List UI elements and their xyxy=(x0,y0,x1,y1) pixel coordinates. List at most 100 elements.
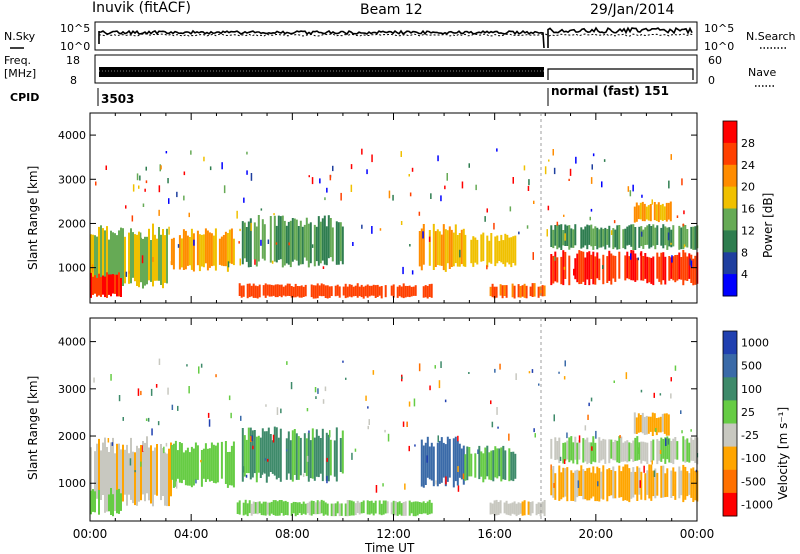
nsky-ytick-bottom: 10^0 xyxy=(60,40,90,53)
heatmap-speckle xyxy=(494,368,496,373)
heatmap-cell xyxy=(582,229,585,248)
heatmap-cell xyxy=(572,472,575,501)
heatmap-cell xyxy=(650,226,653,248)
heatmap-speckle xyxy=(351,452,353,460)
heatmap-cell xyxy=(562,442,565,464)
heatmap-speckle xyxy=(402,421,405,427)
heatmap-cell xyxy=(632,224,635,250)
heatmap-cell xyxy=(550,438,553,459)
heatmap-cell xyxy=(247,221,250,268)
heatmap-cell xyxy=(236,502,239,514)
heatmap-cell xyxy=(462,445,465,485)
heatmap-cell xyxy=(292,286,295,298)
heatmap-cell xyxy=(533,283,536,297)
heatmap-speckle xyxy=(250,173,253,181)
heatmap-cell xyxy=(154,447,156,495)
heatmap-cell xyxy=(408,285,411,298)
heatmap-cell xyxy=(424,285,427,298)
heatmap-cell xyxy=(570,470,573,501)
heatmap-cell xyxy=(554,437,557,460)
heatmap-cell xyxy=(291,430,294,482)
colorbar-tick-label: 12 xyxy=(741,224,755,237)
heatmap-cell xyxy=(270,501,273,514)
heatmap-cell xyxy=(410,502,413,514)
heatmap-speckle xyxy=(276,407,279,415)
heatmap-cell xyxy=(268,502,271,516)
nsky-trace xyxy=(98,26,693,49)
heatmap-cell xyxy=(422,224,425,265)
heatmap-cell xyxy=(598,229,601,248)
heatmap-cell xyxy=(300,285,303,298)
heatmap-cell xyxy=(656,472,659,496)
heatmap-cell xyxy=(644,442,647,462)
heatmap-cell xyxy=(98,226,100,280)
heatmap-cell xyxy=(614,471,617,499)
heatmap-cell xyxy=(661,203,664,221)
heatmap-cell xyxy=(634,471,637,495)
heatmap-cell xyxy=(303,433,306,473)
heatmap-speckle xyxy=(556,221,559,226)
heatmap-speckle xyxy=(158,209,160,216)
heatmap-cell xyxy=(612,442,615,461)
heatmap-cell xyxy=(622,229,625,249)
heatmap-speckle xyxy=(626,240,628,244)
heatmap-cell xyxy=(104,276,106,298)
heatmap-speckle xyxy=(534,433,536,438)
heatmap-cell xyxy=(410,286,413,297)
heatmap-cell xyxy=(616,225,619,250)
heatmap-cell xyxy=(190,446,193,488)
heatmap-cell xyxy=(641,412,644,434)
colorbar-tick-label: -1000 xyxy=(741,498,773,511)
heatmap-cell xyxy=(269,216,272,263)
heatmap-cell xyxy=(114,493,116,511)
heatmap-cell xyxy=(281,215,284,268)
heatmap-cell xyxy=(632,467,635,498)
heatmap-cell xyxy=(272,500,275,515)
freq-frame xyxy=(94,54,698,84)
heatmap-cell xyxy=(504,233,507,267)
heatmap-cell xyxy=(348,284,351,297)
heatmap-cell xyxy=(654,468,657,499)
heatmap-cell xyxy=(652,470,655,497)
colorbar-swatch xyxy=(723,274,737,297)
heatmap-cell xyxy=(653,413,656,432)
heatmap-cell xyxy=(628,468,631,503)
heatmap-speckle xyxy=(129,458,132,466)
heatmap-cell xyxy=(694,226,697,250)
heatmap-cell xyxy=(690,226,693,249)
heatmap-cell xyxy=(408,500,411,516)
heatmap-speckle xyxy=(444,185,446,190)
heatmap-speckle xyxy=(209,166,212,171)
heatmap-cell xyxy=(692,226,695,250)
heatmap-cell xyxy=(649,416,652,432)
heatmap-cell xyxy=(216,442,219,483)
velocity-axis: 1000 2000 3000 4000 xyxy=(58,318,698,521)
heatmap-cell xyxy=(241,221,244,265)
heatmap-cell xyxy=(164,235,166,283)
heatmap-cell xyxy=(266,284,269,296)
heatmap-cell xyxy=(590,472,593,499)
heatmap-cell xyxy=(664,256,667,285)
heatmap-cell xyxy=(649,204,652,222)
heatmap-speckle xyxy=(527,185,530,191)
heatmap-speckle xyxy=(190,150,192,155)
heatmap-cell xyxy=(166,453,168,507)
heatmap-speckle xyxy=(587,414,589,420)
heatmap-cell xyxy=(600,471,603,499)
heatmap-cell xyxy=(334,503,337,517)
colorbar-frame xyxy=(722,330,738,517)
heatmap-cell xyxy=(180,238,183,268)
heatmap-speckle xyxy=(152,257,154,262)
heatmap-cell xyxy=(92,234,94,281)
heatmap-cell xyxy=(264,501,267,516)
heatmap-speckle xyxy=(177,244,180,248)
heatmap-cell xyxy=(325,432,328,481)
heatmap-cell xyxy=(663,413,666,434)
heatmap-cell xyxy=(446,436,449,482)
heatmap-speckle xyxy=(163,446,165,454)
heatmap-speckle xyxy=(387,433,390,442)
heatmap-speckle xyxy=(630,253,632,260)
heatmap-cell xyxy=(259,437,262,478)
heatmap-speckle xyxy=(532,252,534,260)
heatmap-speckle xyxy=(440,361,442,368)
